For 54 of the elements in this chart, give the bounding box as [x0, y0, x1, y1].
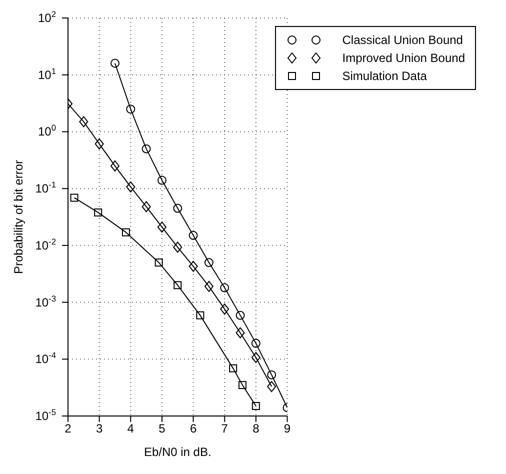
y-tick-label: 10$^{2}$: [38, 9, 56, 25]
point: [110, 58, 120, 68]
point: [220, 283, 230, 292]
point: [173, 204, 182, 213]
y-tick-label: 10$^{1}$: [38, 66, 56, 82]
point: [174, 281, 182, 290]
point: [236, 310, 245, 320]
point: [157, 176, 166, 185]
point: [251, 338, 260, 348]
point: [157, 222, 166, 233]
point: [267, 370, 276, 380]
y-tick-label: 10$^{-5}$: [35, 407, 56, 423]
point: [204, 258, 214, 268]
point: [220, 304, 230, 315]
point: [79, 116, 88, 128]
x-tick-label: 2: [64, 422, 72, 436]
point: [94, 208, 102, 216]
point: [229, 364, 238, 372]
point: [196, 311, 204, 320]
legend-label: Simulation Data: [342, 69, 427, 83]
point: [110, 160, 120, 172]
point: [94, 138, 104, 150]
x-tick-label: 9: [284, 422, 291, 436]
point: [126, 181, 136, 192]
point: [188, 260, 198, 272]
point: [188, 230, 198, 240]
point: [142, 201, 151, 212]
point: [142, 144, 151, 154]
point: [204, 280, 214, 292]
legend-label: Improved Union Bound: [342, 51, 465, 65]
x-tick-label: 7: [221, 422, 228, 436]
y-tick-label: 10$^{-1}$: [35, 180, 56, 196]
x-tick-label: 4: [127, 422, 134, 436]
x-axis-title: Eb/N0 in dB.: [144, 445, 212, 459]
y-tick-label: 10$^{-2}$: [35, 236, 56, 252]
point: [126, 104, 136, 114]
point: [238, 381, 246, 390]
x-tick-label: 5: [158, 422, 166, 436]
x-tick-label: 8: [252, 422, 260, 436]
point: [154, 258, 163, 267]
point: [236, 327, 245, 338]
y-axis-title: Probability of bit error: [11, 160, 26, 274]
y-tick-label: 10$^{0}$: [38, 122, 56, 139]
legend-label: Classical Union Bound: [342, 33, 463, 47]
point: [122, 228, 130, 236]
x-tick-label: 3: [96, 422, 103, 436]
x-tick-label: 6: [190, 422, 197, 436]
point: [173, 242, 182, 253]
point: [70, 194, 78, 202]
point: [267, 381, 276, 392]
y-tick-label: 10$^{-3}$: [35, 293, 56, 310]
y-tick-label: 10$^{-4}$: [35, 350, 56, 366]
point: [252, 402, 260, 410]
point: [251, 352, 260, 363]
